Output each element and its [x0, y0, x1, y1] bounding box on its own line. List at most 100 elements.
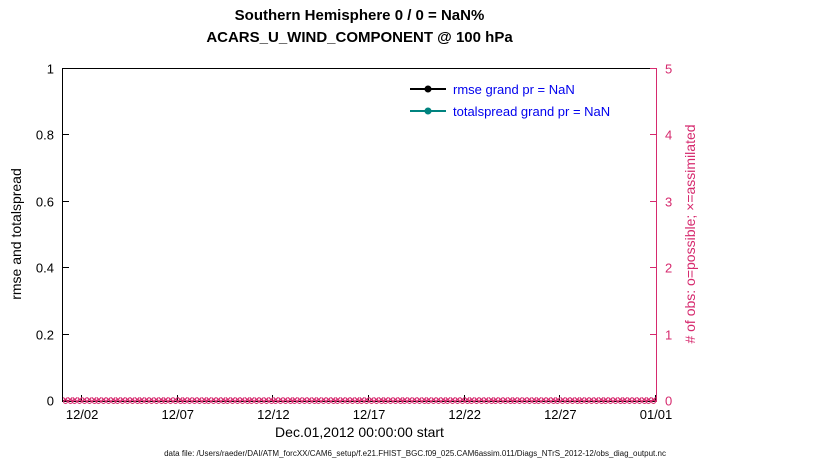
obs-possible-marker [550, 398, 556, 404]
obs-assimilated-marker: × [483, 395, 490, 406]
obs-assimilated-marker: × [392, 395, 399, 406]
y-right-tick [650, 333, 656, 335]
obs-assimilated-marker: × [287, 395, 294, 406]
legend: rmse grand pr = NaN totalspread grand pr … [410, 78, 610, 122]
obs-assimilated-marker: × [172, 395, 179, 406]
y-right-tick-label: 4 [665, 127, 673, 143]
y-left-tick-label: 1 [46, 61, 54, 77]
obs-possible-marker [196, 398, 202, 404]
obs-possible-marker [172, 398, 178, 404]
obs-assimilated-marker: × [148, 395, 155, 406]
obs-possible-marker [91, 398, 97, 404]
obs-possible-marker [249, 398, 255, 404]
obs-assimilated-marker: × [296, 395, 303, 406]
totalspread-legend-marker [424, 107, 432, 115]
obs-assimilated-marker: × [81, 395, 88, 406]
obs-assimilated-marker: × [344, 395, 351, 406]
obs-possible-marker [588, 398, 594, 404]
obs-possible-marker [177, 398, 183, 404]
obs-assimilated-marker: × [201, 395, 207, 406]
obs-assimilated-marker: × [641, 395, 647, 406]
obs-assimilated-marker: × [459, 395, 466, 406]
obs-assimilated-marker: × [531, 395, 537, 406]
right-axis-line [656, 68, 657, 402]
obs-assimilated-marker: × [234, 395, 241, 406]
obs-possible-marker [282, 398, 288, 404]
obs-assimilated-marker: × [215, 395, 222, 406]
y-right-tick-label: 2 [665, 260, 673, 276]
obs-assimilated-marker: × [210, 395, 217, 406]
obs-assimilated-marker: × [650, 395, 657, 406]
obs-assimilated-marker: × [559, 395, 566, 406]
legend-item-totalspread: totalspread grand pr = NaN [410, 100, 610, 122]
obs-possible-marker [110, 398, 116, 404]
obs-assimilated-marker: × [492, 395, 499, 406]
obs-possible-marker [239, 398, 245, 404]
obs-assimilated-marker: × [349, 395, 356, 406]
obs-possible-marker [646, 398, 652, 404]
obs-assimilated-marker: × [421, 395, 427, 406]
obs-possible-marker [431, 398, 437, 404]
obs-assimilated-marker: × [555, 395, 561, 406]
obs-possible-marker [579, 398, 585, 404]
y-right-tick [650, 68, 656, 69]
obs-assimilated-marker: × [583, 395, 590, 406]
obs-assimilated-marker: × [95, 395, 102, 406]
obs-assimilated-marker: × [507, 395, 514, 406]
plot-area: 0 0.2 0.4 0.6 0.8 1 0 1 2 3 4 5 12/02 12/07 12/12 12/17… [36, 63, 672, 422]
obs-assimilated-marker: × [502, 395, 509, 406]
obs-assimilated-marker: × [86, 395, 93, 406]
obs-possible-marker [192, 398, 197, 404]
obs-assimilated-marker: × [153, 395, 160, 406]
obs-possible-marker [411, 398, 417, 404]
obs-assimilated-marker: × [588, 395, 595, 406]
obs-possible-marker [345, 398, 351, 404]
obs-possible-marker [407, 398, 413, 404]
y-left-tick-label: 0.6 [35, 194, 54, 210]
obs-possible-marker [421, 398, 427, 404]
y-left-tick [63, 134, 69, 136]
obs-possible-marker [440, 398, 446, 404]
y-left-tick [63, 333, 69, 335]
obs-assimilated-marker: × [301, 395, 308, 406]
obs-assimilated-marker: × [550, 395, 557, 406]
data-file-path: data file: /Users/raeder/DAI/ATM_forcXX/… [164, 449, 666, 458]
obs-possible-marker [297, 398, 303, 404]
obs-possible-marker [258, 398, 264, 404]
obs-assimilated-marker: × [320, 395, 327, 406]
obs-assimilated-marker: × [440, 395, 447, 406]
obs-assimilated-marker: × [626, 395, 633, 406]
obs-possible-marker [388, 398, 394, 404]
obs-assimilated-marker: × [191, 395, 198, 406]
obs-assimilated-marker: × [521, 395, 528, 406]
obs-possible-marker [144, 398, 150, 404]
obs-assimilated-marker: × [182, 395, 188, 406]
obs-possible-marker [211, 398, 217, 404]
obs-possible-marker [187, 398, 193, 404]
obs-possible-marker [311, 398, 317, 404]
x-tick-label: 01/01 [639, 407, 673, 422]
obs-possible-marker [86, 398, 92, 404]
obs-possible-marker [292, 398, 298, 404]
obs-possible-marker [627, 398, 633, 404]
obs-assimilated-marker: × [578, 395, 585, 406]
obs-possible-marker [445, 398, 451, 404]
obs-possible-marker [168, 398, 174, 404]
obs-assimilated-marker: × [177, 395, 184, 406]
obs-assimilated-marker: × [617, 395, 624, 406]
y-right-tick [650, 134, 656, 136]
obs-assimilated-marker: × [564, 395, 571, 406]
obs-assimilated-marker: × [76, 395, 83, 406]
obs-possible-marker [235, 398, 241, 404]
obs-possible-marker [340, 398, 346, 404]
rmse-legend-marker [424, 85, 432, 93]
obs-assimilated-marker: × [621, 395, 628, 406]
obs-assimilated-marker: × [368, 395, 375, 406]
obs-assimilated-marker: × [406, 395, 413, 406]
obs-possible-marker [450, 398, 456, 404]
obs-assimilated-marker: × [272, 395, 279, 406]
obs-assimilated-marker: × [526, 395, 533, 406]
obs-possible-marker [101, 398, 107, 404]
totalspread-legend-label: totalspread grand pr = NaN [453, 103, 611, 119]
obs-possible-marker [455, 398, 461, 404]
